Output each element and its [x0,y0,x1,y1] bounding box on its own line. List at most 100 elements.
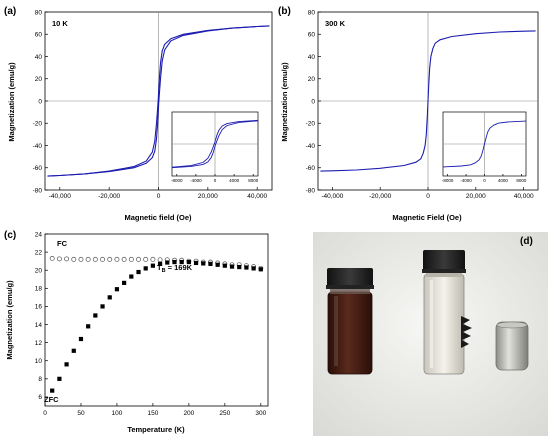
panel-a-x-tick-label: -40,000 [49,193,71,200]
fc-label: FC [57,239,68,248]
zfc-point [222,263,227,268]
panel-a-x-tick-label: 40,000 [247,193,267,200]
panel-c-x-tick-label: 0 [43,410,47,417]
panel-b-inset-x-tick-label: -8000 [442,178,454,183]
panel-b-label: (b) [278,6,291,17]
zfc-point [179,259,184,265]
fc-point [128,256,134,262]
zfc-point [208,261,213,266]
fc-point [92,256,98,262]
panel-b-y-tick-label: -40 [306,143,316,150]
magnet [495,321,529,371]
panel-b-inset-x-tick-label: 0 [483,178,486,183]
panel-c-x-tick-label: 50 [77,410,85,417]
panel-b-x-tick-label: -40,000 [321,193,343,200]
zfc-point [122,280,127,285]
fc-point [85,256,91,262]
panel-a-inset-curve-0 [172,119,258,168]
panel-a-inset-curve-1 [172,120,258,169]
panel-a-x-tick-label: 20,000 [198,193,218,200]
zfc-point [237,264,242,270]
panel-c-y-tick-label: 24 [35,231,43,238]
panel-a-inset-x-tick-label: 0 [214,178,217,183]
panel-d: (d) [313,232,548,436]
panel-a-inset-x-tick-label: -4000 [190,178,202,183]
zfc-point [93,313,98,318]
zfc-point [64,362,69,367]
panel-c-y-tick-label: 14 [35,322,43,329]
blocking-temperature-symbol: T [157,263,162,272]
panel-c-x-tick-label: 200 [183,410,194,417]
zfc-point [71,348,76,353]
fc-point [100,256,105,262]
blocking-temperature-value: = 169K [166,263,193,272]
panel-b-inset-x-tick-label: 8000 [516,178,527,183]
panel-a-y-tick-label: 0 [38,98,42,105]
zfc-point [251,266,256,271]
zfc-point [50,388,55,393]
panel-a-y-tick-label: 40 [35,54,43,61]
panel-c-y-tick-label: 10 [35,358,43,365]
panel-a-y-axis-title: Magnetization (emu/g) [7,62,16,142]
panel-a-x-tick-label: -20,000 [98,193,120,200]
panel-b-inset-curves [443,120,526,168]
panel-c-x-tick-label: 150 [147,410,158,417]
fc-point [64,256,70,262]
panel-c-y-tick-label: 18 [35,286,43,293]
panel-b-curve-0 [320,30,536,172]
panel-a-x-axis-title: Magnetic field (Oe) [124,213,192,222]
vial-1-cap [327,268,373,288]
panel-a-curve-0 [47,25,270,177]
zfc-point [229,264,235,269]
panel-a-inset-x-tick-label: 8000 [248,178,259,183]
panel-b-x-tick-label: 40,000 [514,193,534,200]
zfc-point [57,376,62,381]
panel-a-y-tick-label: -20 [33,121,43,128]
panel-c-plot-frame [44,233,269,407]
zfc-point [150,263,156,268]
panel-c-y-tick-label: 22 [35,249,43,256]
fc-point [49,255,55,261]
panel-b-y-tick-label: 20 [308,76,316,83]
panel-c-y-tick-label: 12 [35,340,43,347]
fc-point [107,256,113,262]
panel-b: (b) -80 -60 -40 -20 0 20 40 60 80 -40,000 -20,000 0… [278,6,539,222]
panel-b-y-tick-label: -60 [306,165,316,172]
panel-b-temperature-label: 300 K [325,19,346,28]
panel-b-y-tick-label: 0 [311,98,315,105]
panel-a-x-tick-label: 0 [157,193,161,200]
panel-a-y-tick-label: 80 [35,9,43,16]
panel-a-label: (a) [4,6,16,17]
panel-a-y-tick-label: 60 [35,32,43,39]
panel-a-temperature-label: 10 K [52,19,68,28]
zfc-point [165,260,170,265]
zfc-point [136,269,141,275]
panel-b-y-tick-label: -20 [306,121,316,128]
zfc-point [143,266,148,271]
zfc-point [78,336,84,342]
panel-c-y-tick-label: 6 [38,394,42,401]
zfc-point [129,274,134,279]
panel-a-y-tick-label: -40 [33,143,43,150]
fc-point [136,256,141,262]
panel-b-inset-x-tick-label: -4000 [460,178,472,183]
blocking-temperature-subscript: B [162,268,166,274]
panel-c-y-axis-title: Magnetization (emu/g) [5,280,14,360]
zfc-point [107,295,112,300]
panel-c-y-tick-label: 8 [38,376,42,383]
panel-c-x-tick-label: 250 [219,410,230,417]
panel-a-y-tick-label: 20 [35,76,43,83]
blocking-temperature-label: TB = 169K [157,263,193,274]
panel-c: (c) 6 8 10 12 14 16 18 20 22 24 0 50 100 150 200 250 300… [4,230,269,434]
zfc-label: ZFC [44,395,59,404]
fc-point [150,256,156,262]
panel-a-y-tick-label: -80 [33,187,43,194]
zfc-point [157,261,163,266]
panel-c-x-tick-label: 100 [112,410,123,417]
panel-b-x-tick-label: -20,000 [369,193,391,200]
fc-point [157,257,163,263]
panel-a-curve-1 [47,25,270,177]
panel-b-y-tick-label: 60 [308,32,316,39]
zfc-point [215,262,220,267]
